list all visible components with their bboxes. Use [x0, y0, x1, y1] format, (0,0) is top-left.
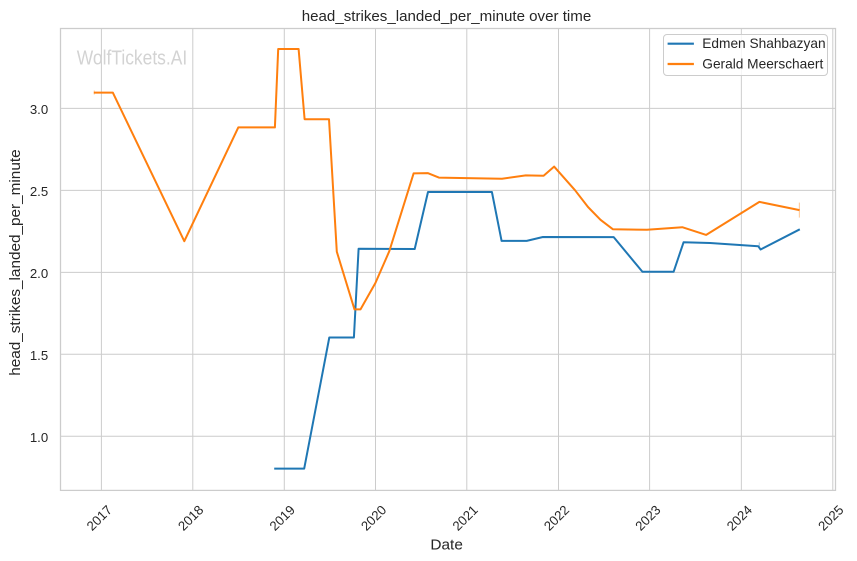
svg-text:2.0: 2.0 — [30, 266, 48, 281]
svg-text:1.0: 1.0 — [30, 430, 48, 445]
svg-text:Gerald Meerschaert: Gerald Meerschaert — [702, 56, 823, 71]
svg-text:head_strikes_landed_per_minute: head_strikes_landed_per_minute over time — [302, 9, 592, 25]
svg-text:3.0: 3.0 — [30, 102, 48, 117]
svg-text:1.5: 1.5 — [30, 348, 48, 363]
svg-text:Date: Date — [430, 537, 463, 553]
svg-text:Edmen Shahbazyan: Edmen Shahbazyan — [702, 36, 825, 51]
svg-text:2.5: 2.5 — [30, 184, 48, 199]
svg-text:head_strikes_landed_per_minute: head_strikes_landed_per_minute — [8, 149, 24, 375]
svg-text:WolfTickets.AI: WolfTickets.AI — [77, 47, 187, 70]
